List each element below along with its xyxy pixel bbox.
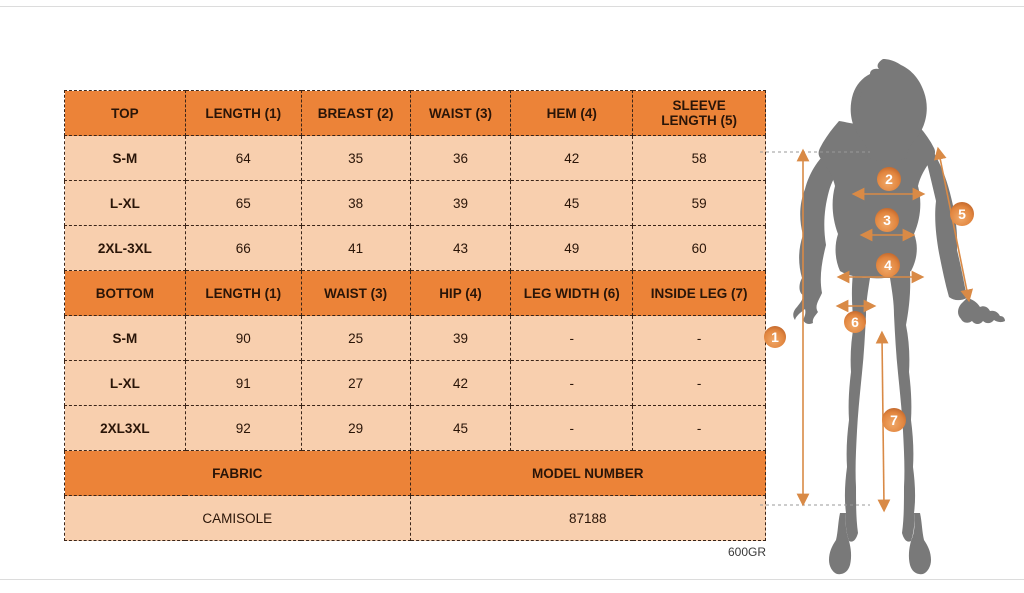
- svg-text:7: 7: [890, 412, 898, 428]
- svg-text:1: 1: [771, 329, 779, 345]
- svg-text:6: 6: [851, 314, 859, 330]
- svg-text:5: 5: [958, 206, 966, 222]
- svg-text:3: 3: [883, 212, 891, 228]
- svg-text:2: 2: [885, 171, 893, 187]
- svg-text:4: 4: [884, 257, 892, 273]
